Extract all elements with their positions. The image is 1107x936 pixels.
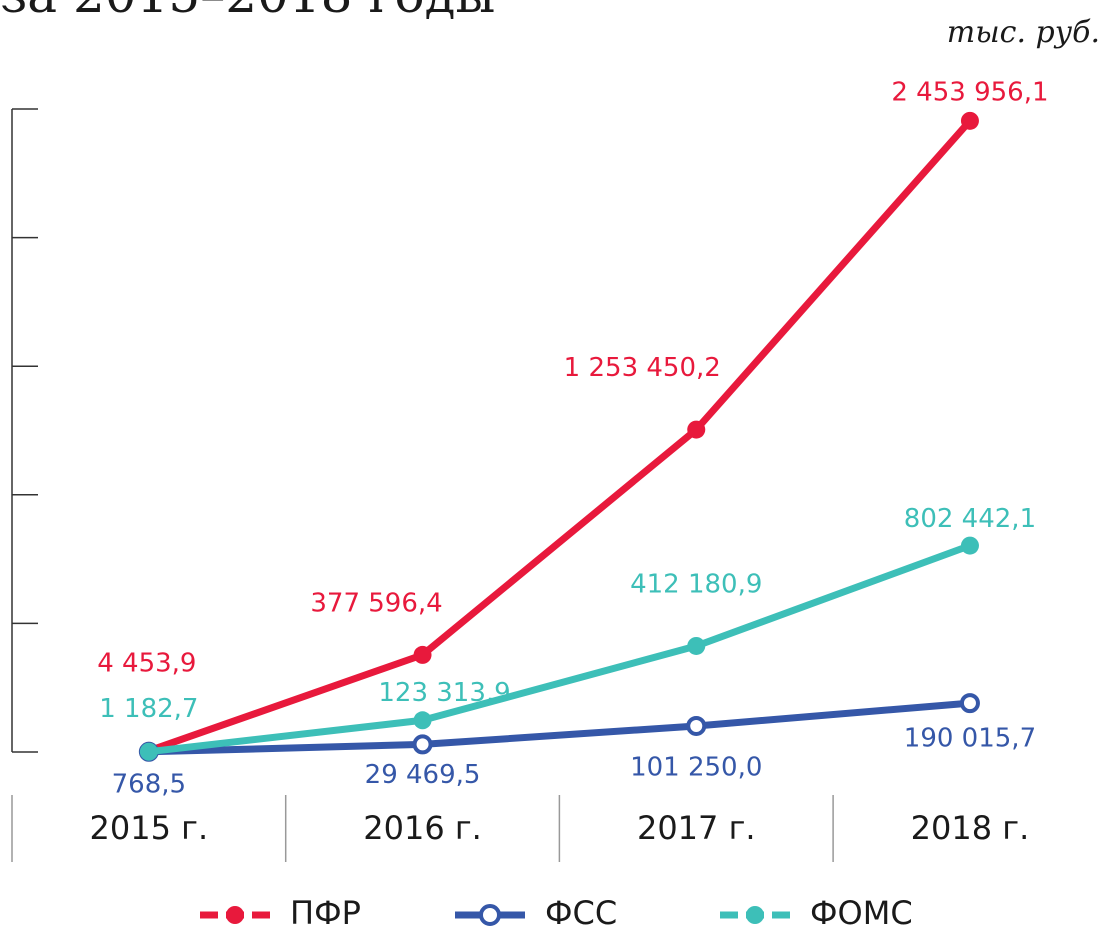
data-label: 4 453,9 bbox=[97, 648, 196, 678]
series-line bbox=[148, 699, 971, 756]
point bbox=[687, 420, 706, 439]
legend-label: ПФР bbox=[290, 894, 361, 932]
x-tick-label: 2015 г. bbox=[90, 809, 209, 847]
legend-marker bbox=[226, 906, 244, 924]
chart-title: за 2015–2018 годы bbox=[0, 0, 495, 24]
data-label: 2 453 956,1 bbox=[891, 77, 1048, 107]
data-label: 1 182,7 bbox=[99, 694, 198, 724]
data-label: 1 253 450,2 bbox=[564, 353, 721, 383]
x-tick-label: 2018 г. bbox=[911, 809, 1030, 847]
series-line bbox=[147, 118, 973, 755]
x-tick-label: 2016 г. bbox=[363, 809, 482, 847]
legend-label: ФОМС bbox=[810, 894, 913, 932]
point bbox=[412, 734, 433, 755]
point bbox=[413, 711, 432, 730]
point bbox=[686, 715, 707, 736]
unit-label: тыс. руб. bbox=[947, 15, 1100, 50]
data-label: 802 442,1 bbox=[904, 504, 1036, 534]
series-line bbox=[148, 542, 972, 756]
legend-label: ФСС bbox=[545, 894, 617, 932]
data-label: 29 469,5 bbox=[365, 760, 481, 790]
x-tick-label: 2017 г. bbox=[637, 809, 756, 847]
point bbox=[959, 693, 980, 714]
data-label: 377 596,4 bbox=[310, 588, 442, 618]
data-label: 768,5 bbox=[112, 769, 186, 799]
point bbox=[960, 111, 979, 130]
data-label: 412 180,9 bbox=[630, 569, 762, 599]
legend-marker bbox=[746, 906, 764, 924]
point bbox=[687, 636, 706, 655]
point bbox=[960, 536, 979, 555]
legend-marker bbox=[479, 904, 501, 926]
data-label: 123 313,9 bbox=[378, 678, 510, 708]
data-label: 190 015,7 bbox=[904, 724, 1036, 754]
point bbox=[413, 645, 432, 664]
data-label: 101 250,0 bbox=[630, 752, 762, 782]
point bbox=[139, 742, 158, 761]
